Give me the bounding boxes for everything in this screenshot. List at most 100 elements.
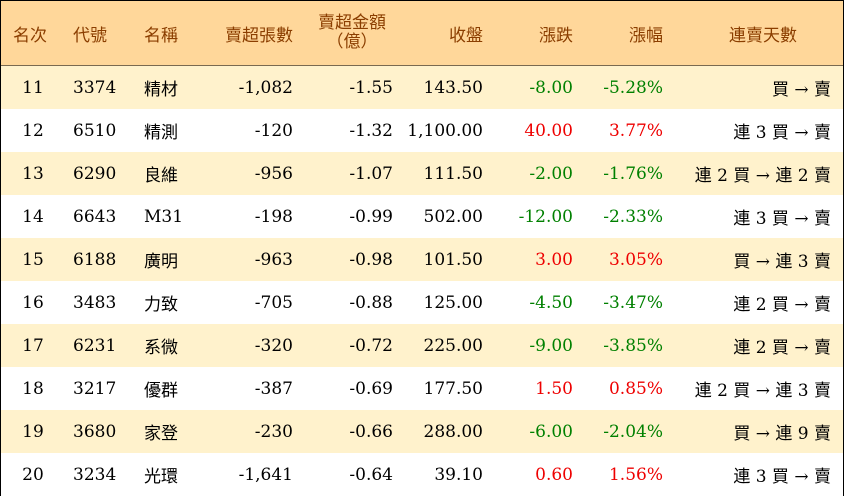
- code-cell: 3680: [73, 421, 117, 442]
- name-cell: 家登: [144, 424, 178, 444]
- table-row: 13 6290 良維 -956 -1.07 111.50 -2.00 -1.76% 連 2 買 …: [1, 152, 843, 195]
- net-sell-amount-cell: -0.88: [349, 292, 393, 313]
- code-cell: 3217: [73, 378, 117, 399]
- net-sell-amount-cell: -0.98: [349, 249, 393, 270]
- change-pct-cell: -3.47%: [603, 292, 663, 313]
- change-cell: 40.00: [524, 120, 573, 141]
- code-cell: 3374: [73, 77, 117, 98]
- header-net-sell-amount-line1: 賣超金額: [318, 13, 386, 33]
- code-cell: 6188: [73, 249, 117, 270]
- rank-cell: 12: [22, 120, 44, 141]
- change-pct-cell: -1.76%: [603, 163, 663, 184]
- close-cell: 288.00: [423, 421, 483, 442]
- net-sell-amount-cell: -0.69: [349, 378, 393, 399]
- header-change-pct: 漲幅: [629, 25, 663, 46]
- header-name: 名稱: [144, 25, 178, 46]
- net-sell-lots-cell: -120: [254, 120, 293, 141]
- net-sell-lots-cell: -198: [254, 206, 293, 227]
- net-sell-amount-cell: -1.55: [349, 77, 393, 98]
- table-row: 16 3483 力致 -705 -0.88 125.00 -4.50 -3.47% 連 2 買 …: [1, 281, 843, 324]
- change-cell: -8.00: [529, 77, 573, 98]
- header-net-sell-amount-line2: （億）: [326, 32, 378, 52]
- name-cell: 良維: [144, 166, 178, 186]
- rank-cell: 14: [22, 206, 44, 227]
- rank-cell: 15: [22, 249, 44, 270]
- net-sell-lots-cell: -963: [254, 249, 293, 270]
- table-row: 12 6510 精測 -120 -1.32 1,100.00 40.00 3.77% 連 3 買…: [1, 109, 843, 152]
- change-cell: -4.50: [529, 292, 573, 313]
- change-pct-cell: -5.28%: [603, 77, 663, 98]
- change-cell: 0.60: [535, 464, 573, 485]
- change-cell: -12.00: [518, 206, 573, 227]
- net-sell-amount-cell: -1.32: [349, 120, 393, 141]
- table-row: 17 6231 系微 -320 -0.72 225.00 -9.00 -3.85% 連 2 買 …: [1, 324, 843, 367]
- name-cell: 廣明: [144, 252, 178, 272]
- net-sell-lots-cell: -705: [254, 292, 293, 313]
- table-row: 11 3374 精材 -1,082 -1.55 143.50 -8.00 -5.28% 買 → …: [1, 66, 843, 109]
- header-close: 收盤: [449, 25, 483, 46]
- table-row: 15 6188 廣明 -963 -0.98 101.50 3.00 3.05% 買 → 連 3 …: [1, 238, 843, 281]
- table-row: 19 3680 家登 -230 -0.66 288.00 -6.00 -2.04% 買 → 連 …: [1, 410, 843, 453]
- rank-cell: 17: [22, 335, 44, 356]
- change-pct-cell: 0.85%: [608, 378, 663, 399]
- close-cell: 1,100.00: [407, 120, 483, 141]
- header-rank: 名次: [13, 25, 47, 46]
- net-sell-lots-cell: -1,082: [238, 77, 293, 98]
- change-cell: 3.00: [535, 249, 573, 270]
- change-pct-cell: -2.04%: [603, 421, 663, 442]
- table-row: 20 3234 光環 -1,641 -0.64 39.10 0.60 1.56% 連 3 買 →…: [1, 453, 843, 496]
- rank-cell: 19: [22, 421, 44, 442]
- header-change: 漲跌: [539, 25, 573, 46]
- code-cell: 6643: [73, 206, 117, 227]
- net-sell-amount-cell: -0.72: [349, 335, 393, 356]
- change-pct-cell: -3.85%: [603, 335, 663, 356]
- close-cell: 101.50: [423, 249, 483, 270]
- streak-cell: 連 3 買 → 賣: [733, 123, 831, 143]
- name-cell: 優群: [144, 381, 178, 401]
- rank-cell: 20: [22, 464, 44, 485]
- net-sell-lots-cell: -387: [254, 378, 293, 399]
- streak-cell: 連 2 買 → 賣: [733, 338, 831, 358]
- net-sell-lots-cell: -956: [254, 163, 293, 184]
- close-cell: 143.50: [423, 77, 483, 98]
- code-cell: 3483: [73, 292, 117, 313]
- rank-cell: 16: [22, 292, 44, 313]
- name-cell: 光環: [144, 467, 178, 487]
- change-pct-cell: -2.33%: [603, 206, 663, 227]
- change-pct-cell: 3.05%: [608, 249, 663, 270]
- net-sell-lots-cell: -320: [254, 335, 293, 356]
- streak-cell: 連 3 買 → 賣: [733, 209, 831, 229]
- streak-cell: 連 2 買 → 連 2 賣: [694, 166, 831, 186]
- code-cell: 6231: [73, 335, 117, 356]
- net-sell-amount-cell: -0.64: [349, 464, 393, 485]
- name-cell: 精測: [144, 123, 178, 143]
- streak-cell: 連 2 買 → 連 3 賣: [694, 381, 831, 401]
- net-sell-lots-cell: -230: [254, 421, 293, 442]
- change-cell: -2.00: [529, 163, 573, 184]
- net-sell-amount-cell: -0.66: [349, 421, 393, 442]
- change-cell: 1.50: [535, 378, 573, 399]
- table-header: 名次 代號 名稱 賣超張數 賣超金額 （億） 收盤 漲跌 漲幅 連賣天數: [1, 1, 843, 66]
- header-net-sell-amount: 賣超金額 （億）: [301, 1, 403, 65]
- name-cell: M31: [144, 206, 184, 227]
- change-cell: -6.00: [529, 421, 573, 442]
- change-pct-cell: 3.77%: [608, 120, 663, 141]
- name-cell: 系微: [144, 338, 178, 358]
- code-cell: 6290: [73, 163, 117, 184]
- streak-cell: 買 → 連 9 賣: [733, 424, 831, 444]
- close-cell: 111.50: [423, 163, 483, 184]
- rank-cell: 13: [22, 163, 44, 184]
- code-cell: 3234: [73, 464, 117, 485]
- streak-cell: 買 → 賣: [771, 80, 831, 100]
- close-cell: 225.00: [423, 335, 483, 356]
- rank-cell: 11: [22, 77, 44, 98]
- rank-cell: 18: [22, 378, 44, 399]
- name-cell: 精材: [144, 80, 178, 100]
- code-cell: 6510: [73, 120, 117, 141]
- net-sell-amount-cell: -0.99: [349, 206, 393, 227]
- table-row: 18 3217 優群 -387 -0.69 177.50 1.50 0.85% 連 2 買 → …: [1, 367, 843, 410]
- net-sell-lots-cell: -1,641: [238, 464, 293, 485]
- table-row: 14 6643 M31 -198 -0.99 502.00 -12.00 -2.33% 連 3 …: [1, 195, 843, 238]
- close-cell: 502.00: [423, 206, 483, 227]
